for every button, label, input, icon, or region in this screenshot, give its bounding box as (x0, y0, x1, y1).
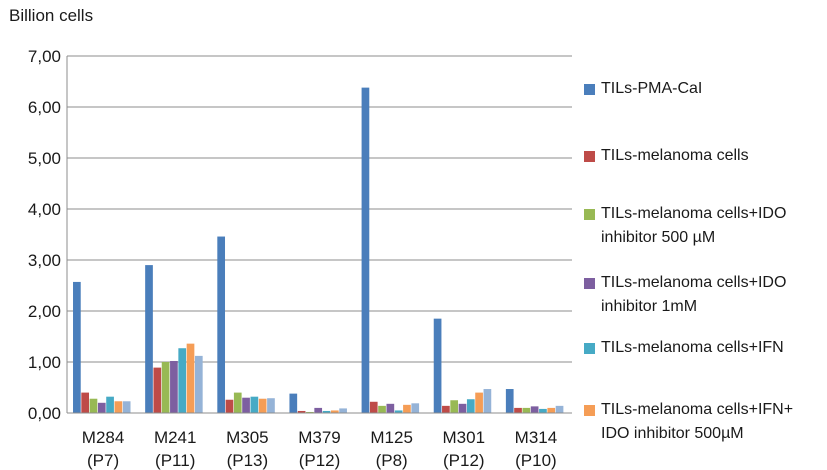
bar (522, 407, 531, 413)
bar (539, 408, 547, 413)
legend-label: TILs-melanoma cells+IDO inhibitor 1mM (601, 274, 787, 315)
y-tick-label: 3,00 (28, 251, 61, 270)
bar (114, 401, 123, 413)
legend-label: TILs-melanoma cells+IDO inhibitor 500 µM (601, 205, 787, 246)
x-tick-label: M379 (298, 428, 341, 447)
bar (250, 396, 259, 413)
x-tick-sublabel: (P11) (155, 451, 195, 470)
legend-swatch (584, 405, 595, 416)
bar (289, 393, 298, 413)
bar (505, 389, 514, 413)
bar (475, 392, 483, 413)
bar (153, 367, 162, 413)
bar (170, 360, 178, 413)
bar (369, 401, 378, 413)
bar (306, 411, 314, 413)
x-tick-label: M241 (154, 428, 197, 447)
bar (339, 408, 347, 413)
x-tick-label: M301 (443, 428, 486, 447)
bar (89, 398, 98, 413)
legend-swatch (584, 343, 595, 354)
bar (530, 406, 539, 413)
bar (403, 404, 411, 413)
bar (378, 405, 386, 413)
bar (161, 362, 170, 413)
legend-swatch (584, 278, 595, 289)
bars (73, 87, 564, 414)
bar (73, 281, 81, 413)
bar (330, 410, 339, 413)
y-tick-label: 6,00 (28, 98, 61, 117)
y-tick-label: 7,00 (28, 47, 61, 66)
legend-label: TILs-melanoma cells (601, 147, 749, 164)
legend-label: TILs-melanoma cells+IFN (601, 339, 784, 356)
bar (242, 397, 250, 413)
bar (97, 402, 106, 413)
x-tick-label: M284 (82, 428, 125, 447)
bar (394, 410, 403, 413)
x-tick-label: M125 (370, 428, 413, 447)
bar (122, 401, 131, 413)
bar (411, 403, 420, 413)
bar (361, 87, 370, 414)
x-tick-label: M305 (226, 428, 269, 447)
bar (514, 407, 522, 413)
x-tick-sublabel: (P12) (299, 451, 341, 470)
bar (433, 318, 442, 413)
x-tick-sublabel: (P12) (443, 451, 485, 470)
x-tick-label: M314 (515, 428, 558, 447)
bar (450, 400, 459, 413)
bar (297, 410, 306, 413)
x-tick-sublabel: (P7) (87, 451, 119, 470)
bar (106, 396, 114, 413)
bar (217, 236, 226, 413)
legend-label: TILs-PMA-CaI (601, 80, 703, 97)
bar (322, 410, 331, 413)
bar (178, 348, 187, 413)
legend-label: TILs-melanoma cells+IFN+ IDO inhibitor 5… (601, 401, 794, 442)
bar (458, 403, 467, 413)
y-axis-ticks: 0,00 1,00 2,00 3,00 4,00 5,00 6,00 7,00 (28, 47, 61, 423)
bar (555, 405, 564, 413)
gridlines (67, 55, 572, 363)
y-tick-label: 5,00 (28, 149, 61, 168)
bar (258, 398, 267, 413)
x-tick-sublabel: (P10) (515, 451, 557, 470)
bar (186, 343, 195, 413)
y-tick-label: 4,00 (28, 200, 61, 219)
bar (145, 265, 153, 413)
x-tick-sublabel: (P13) (227, 451, 269, 470)
bar (233, 392, 242, 413)
bar (483, 389, 492, 413)
bar (314, 407, 323, 413)
y-tick-label: 1,00 (28, 353, 61, 372)
x-axis-ticks: M284 (P7) M241 (P11) M305 (P13) M379 (P12) M125 (… (82, 428, 557, 470)
y-tick-label: 0,00 (28, 404, 61, 423)
bar (442, 405, 450, 413)
bar (386, 403, 395, 413)
legend-swatch (584, 151, 595, 162)
legend-swatch (584, 84, 595, 95)
bar (466, 399, 475, 413)
bar (267, 398, 275, 413)
legend-swatch (584, 209, 595, 220)
y-axis-label: Billion cells (9, 6, 94, 25)
bar (194, 355, 203, 413)
bar (225, 399, 234, 413)
bar (547, 407, 556, 413)
y-tick-label: 2,00 (28, 302, 61, 321)
bar (81, 392, 90, 413)
legend: TILs-PMA-CaI TILs-melanoma cells TILs-mela… (584, 0, 827, 470)
x-tick-sublabel: (P8) (376, 451, 408, 470)
axes (66, 56, 572, 414)
